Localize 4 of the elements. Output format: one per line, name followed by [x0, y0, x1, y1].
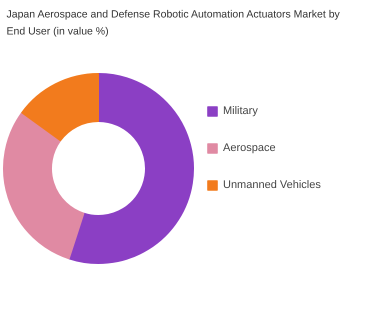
chart-title: Japan Aerospace and Defense Robotic Automation Actuators Market by End User (in value %) — [6, 8, 341, 38]
legend-label: Unmanned Vehicles — [223, 178, 321, 193]
legend-label: Military — [223, 104, 258, 119]
legend-label: Aerospace — [223, 141, 276, 156]
